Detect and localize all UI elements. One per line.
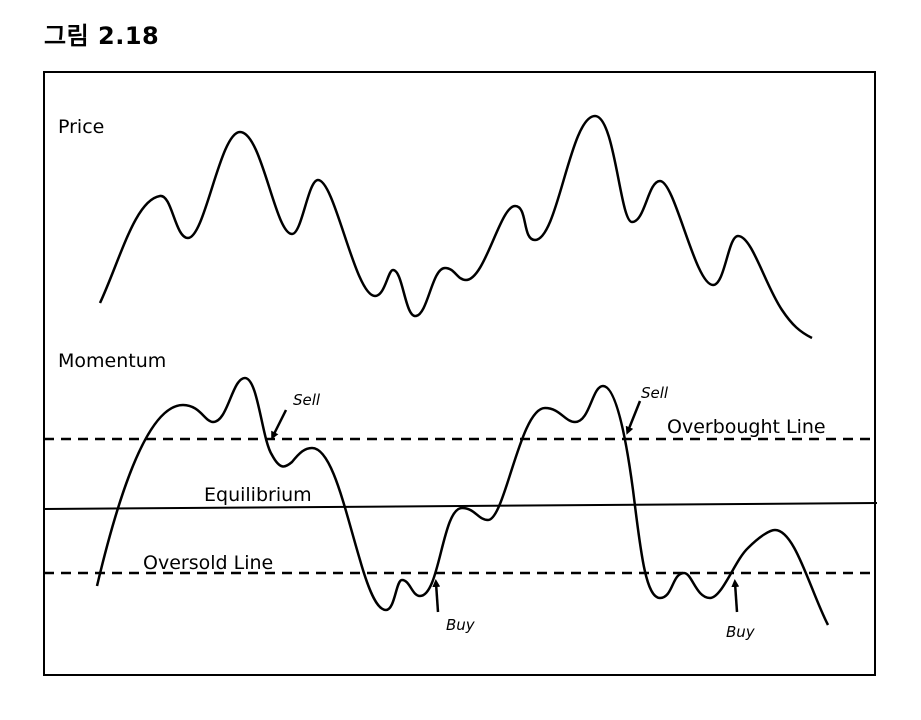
- buy-label-2: Buy: [726, 623, 756, 641]
- figure-title: 그림 2.18: [44, 22, 160, 50]
- diagram-frame: [43, 71, 876, 676]
- sell-label-2: Sell: [641, 384, 669, 402]
- sell-arrow-1: [271, 409, 288, 440]
- equilibrium-line: [43, 502, 878, 510]
- buy-arrow-2: [731, 579, 740, 613]
- equilibrium-label: Equilibrium: [204, 484, 312, 506]
- price-label: Price: [58, 116, 104, 138]
- buy-label-1: Buy: [446, 616, 476, 634]
- price-curve: [98, 114, 813, 340]
- momentum-label: Momentum: [58, 350, 166, 372]
- sell-arrow-2: [625, 400, 642, 435]
- sell-label-1: Sell: [293, 391, 321, 409]
- momentum-curve: [95, 376, 830, 626]
- oversold-label: Oversold Line: [143, 552, 273, 574]
- overbought-label: Overbought Line: [667, 416, 826, 438]
- buy-arrow-1: [432, 579, 441, 613]
